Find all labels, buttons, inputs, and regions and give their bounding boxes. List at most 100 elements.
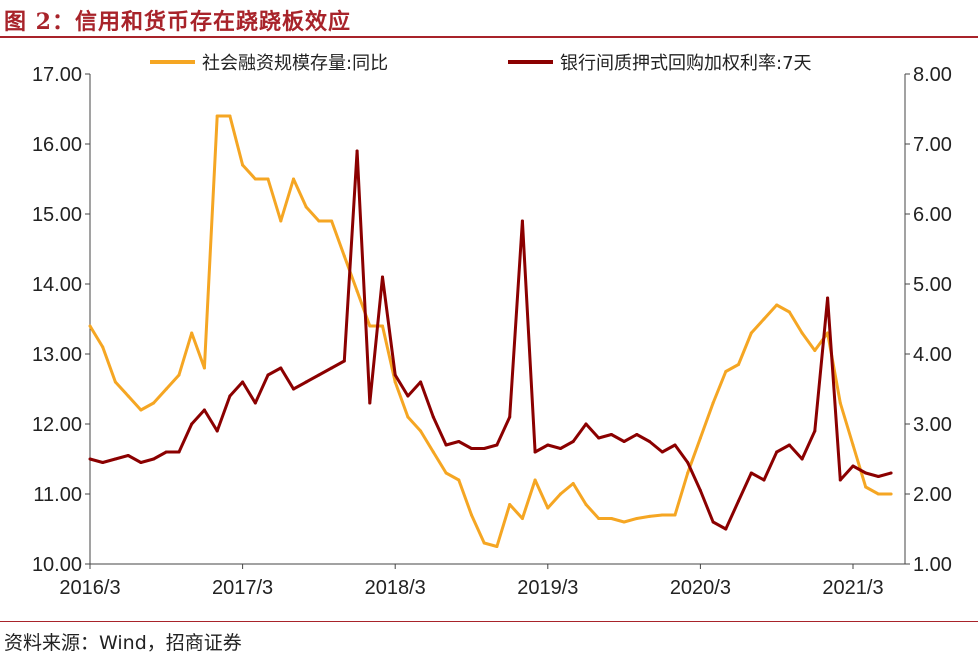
repo-rate-point xyxy=(279,366,283,370)
repo-rate-point xyxy=(737,499,740,503)
repo-rate-point xyxy=(241,380,245,384)
repo-rate-point xyxy=(381,275,384,279)
credit-growth-point xyxy=(584,503,588,506)
credit-growth-point xyxy=(508,503,512,506)
credit-growth-point xyxy=(431,450,435,454)
credit-growth-point xyxy=(355,289,359,293)
series-layer xyxy=(88,114,893,548)
repo-rate-point xyxy=(698,489,702,492)
credit-growth-point xyxy=(164,387,168,391)
plot-frame xyxy=(89,74,906,565)
credit-growth-point xyxy=(482,541,486,545)
credit-growth-point xyxy=(826,331,830,335)
repo-rate-point xyxy=(838,478,842,482)
credit-growth-point xyxy=(673,513,677,517)
credit-growth-point xyxy=(813,349,817,352)
credit-growth-point xyxy=(546,506,550,510)
repo-rate-point xyxy=(673,443,677,447)
credit-growth-point xyxy=(622,520,626,524)
legend-label: 社会融资规模存量:同比 xyxy=(202,53,388,74)
credit-growth-point xyxy=(317,219,321,223)
right-tick-label: 1.00 xyxy=(913,554,952,576)
repo-rate-point xyxy=(533,450,537,454)
credit-growth-point xyxy=(279,219,283,223)
repo-rate-point xyxy=(775,450,779,454)
repo-rate-point xyxy=(139,461,143,464)
repo-rate-point xyxy=(813,429,817,433)
credit-growth-line xyxy=(88,114,892,548)
repo-rate-point xyxy=(571,440,575,443)
credit-growth-point xyxy=(698,436,702,440)
credit-growth-point xyxy=(851,443,855,447)
repo-rate-point xyxy=(406,394,410,398)
repo-rate-point xyxy=(749,471,753,475)
credit-growth-point xyxy=(126,394,130,398)
legend: 社会融资规模存量:同比 银行间质押式回购加权利率:7天 xyxy=(150,53,812,74)
credit-growth-point xyxy=(648,514,651,518)
x-tick-label: 2020/3 xyxy=(670,577,731,599)
credit-growth-point xyxy=(838,401,842,405)
repo-rate-point xyxy=(864,471,868,475)
source-note: 资料来源：Wind，招商证券 xyxy=(4,632,242,654)
credit-growth-point xyxy=(609,517,613,520)
repo-rate-point xyxy=(686,461,690,464)
credit-growth-point xyxy=(292,177,295,181)
repo-rate-point xyxy=(202,408,206,412)
repo-rate-point xyxy=(317,373,321,377)
repo-rate-point xyxy=(622,440,626,443)
left-y-axis: 10.00 11.00 12.00 13.00 14.00 15.00 16.00 17.00 xyxy=(32,64,90,576)
credit-growth-point xyxy=(457,478,461,482)
credit-growth-point xyxy=(495,545,499,548)
source-divider xyxy=(0,621,978,622)
credit-growth-point xyxy=(520,517,524,520)
figure-title: 图 2：信用和货币存在跷跷板效应 xyxy=(4,9,351,35)
credit-growth-point xyxy=(597,517,601,520)
repo-rate-point xyxy=(597,436,601,440)
credit-growth-point xyxy=(304,205,308,209)
repo-rate-point xyxy=(482,447,486,450)
repo-rate-point xyxy=(495,443,499,447)
credit-growth-point xyxy=(215,114,219,118)
credit-growth-point xyxy=(241,163,245,167)
credit-growth-point xyxy=(139,408,143,412)
credit-growth-point xyxy=(342,254,346,258)
credit-growth-point xyxy=(660,513,664,517)
repo-rate-point xyxy=(470,447,473,450)
right-tick-label: 5.00 xyxy=(913,274,952,296)
credit-growth-point xyxy=(266,177,270,181)
credit-growth-point xyxy=(113,380,117,384)
credit-growth-point xyxy=(635,517,639,520)
left-tick-label: 10.00 xyxy=(32,554,82,576)
right-tick-label: 4.00 xyxy=(913,344,952,366)
x-tick-label: 2017/3 xyxy=(212,577,273,599)
right-tick-label: 8.00 xyxy=(913,64,952,86)
repo-rate-point xyxy=(164,450,168,454)
repo-rate-point xyxy=(101,461,105,464)
repo-rate-point xyxy=(292,387,295,391)
credit-growth-point xyxy=(686,471,690,475)
credit-growth-point xyxy=(571,482,575,485)
repo-rate-point xyxy=(648,440,651,443)
credit-growth-point xyxy=(152,401,156,405)
repo-rate-point xyxy=(635,433,639,436)
repo-rate-point xyxy=(851,464,855,468)
repo-rate-point xyxy=(800,457,804,461)
repo-rate-point xyxy=(177,450,181,454)
credit-growth-point xyxy=(749,331,753,335)
repo-rate-point xyxy=(457,440,461,443)
x-axis: 2016/3 2017/3 2018/3 2019/3 2020/3 2021/3 xyxy=(59,564,884,599)
credit-growth-point xyxy=(787,310,791,314)
repo-rate-point xyxy=(342,359,346,363)
repo-rate-point xyxy=(762,478,766,482)
credit-growth-point xyxy=(876,492,880,496)
repo-rate-point xyxy=(431,415,435,419)
repo-rate-point xyxy=(889,471,893,475)
credit-growth-point xyxy=(368,324,372,328)
repo-rate-point xyxy=(559,447,562,450)
credit-growth-point xyxy=(737,363,740,366)
credit-growth-point xyxy=(101,345,105,349)
repo-rate-point xyxy=(876,475,880,478)
credit-growth-point xyxy=(330,219,334,223)
credit-growth-point xyxy=(470,513,473,517)
credit-growth-point xyxy=(419,429,423,433)
